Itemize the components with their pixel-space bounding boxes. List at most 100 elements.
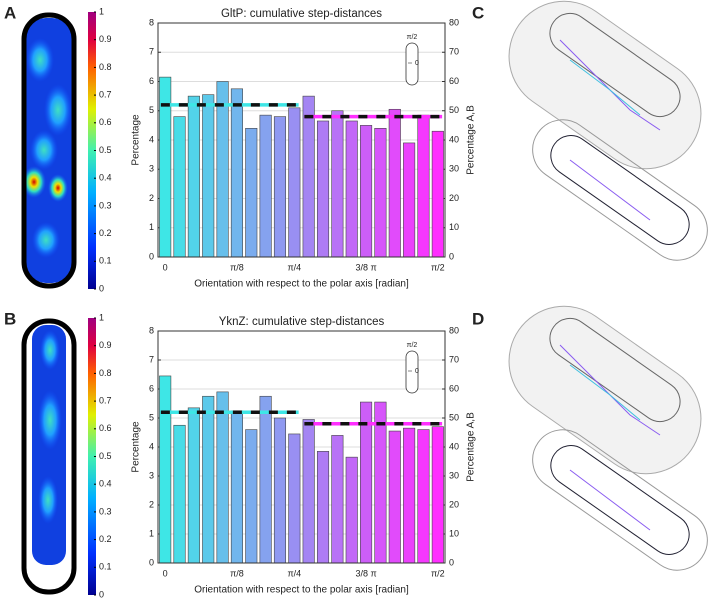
colorbar-tick-label: 0.2 — [99, 534, 112, 544]
bar — [345, 120, 358, 258]
inset-glyph — [405, 350, 419, 394]
y2-tick-label: 60 — [449, 76, 459, 86]
bar — [245, 429, 258, 564]
y2-tick-label: 80 — [449, 17, 459, 27]
panel-label: A — [4, 3, 16, 22]
y-tick-label: 6 — [149, 383, 154, 393]
bar — [388, 108, 401, 258]
y2-tick-label: 10 — [449, 222, 459, 232]
y-tick-label: 5 — [149, 412, 154, 422]
colorbar-tick-label: 0.3 — [99, 200, 112, 210]
colorbar-tick-label: 0.5 — [99, 451, 112, 461]
y2-tick-label: 10 — [449, 528, 459, 538]
y2-tick-label: 40 — [449, 134, 459, 144]
x-axis-label: Orientation with respect to the polar ax… — [194, 279, 409, 290]
y-tick-label: 3 — [149, 164, 154, 174]
plot-frame — [157, 330, 446, 564]
y-tick-label: 0 — [149, 251, 154, 261]
y-tick-label: 2 — [149, 193, 154, 203]
bar — [316, 120, 330, 258]
bar — [431, 130, 444, 258]
y2-tick-label: 60 — [449, 383, 459, 393]
x-tick-label: π/8 — [230, 568, 244, 578]
bar — [216, 391, 229, 564]
y2-tick-label: 0 — [449, 251, 454, 261]
y2-tick-label: 0 — [449, 557, 454, 567]
x-tick-label: 3/8 π — [355, 568, 376, 578]
colorbar-tick-label: 0.4 — [99, 479, 112, 489]
bar — [230, 88, 243, 258]
y2-tick-label: 20 — [449, 499, 459, 509]
x-axis-label: Orientation with respect to the polar ax… — [194, 585, 409, 596]
bar — [173, 116, 186, 258]
colorbar-tick-label: 0.6 — [99, 423, 112, 433]
inset-label: π/2 — [407, 342, 418, 349]
bar — [302, 419, 315, 564]
panel-label: B — [4, 309, 16, 328]
y-tick-label: 4 — [149, 441, 154, 451]
bar — [388, 430, 401, 564]
panel-label: D — [472, 309, 484, 328]
x-tick-label: π/4 — [287, 568, 301, 578]
y2-tick-label: 20 — [449, 193, 459, 203]
colorbar-tick-label: 0.4 — [99, 173, 112, 183]
y-tick-label: 5 — [149, 105, 154, 115]
y-tick-label: 1 — [149, 528, 154, 538]
bar — [374, 128, 387, 258]
x-tick-label: π/4 — [287, 262, 301, 272]
colorbar — [88, 318, 96, 595]
bar — [316, 451, 330, 564]
y2-tick-label: 70 — [449, 354, 459, 364]
colorbar-tick-label: 0.7 — [99, 89, 112, 99]
colorbar-tick-label: 0.3 — [99, 506, 112, 516]
y2-axis-label: Percentage A,B — [466, 412, 477, 482]
bar — [288, 433, 301, 564]
y2-tick-label: 50 — [449, 412, 459, 422]
heatmap — [21, 12, 77, 289]
colorbar-tick-label: 0.9 — [99, 34, 112, 44]
y-axis-label: Percentage — [131, 114, 142, 166]
bar — [302, 95, 315, 258]
inset-glyph — [405, 42, 419, 86]
bar — [216, 81, 229, 258]
colorbar-tick-label: 0.1 — [99, 256, 112, 266]
y-tick-label: 7 — [149, 47, 154, 57]
y2-tick-label: 30 — [449, 164, 459, 174]
heatmap — [21, 318, 77, 595]
bar — [173, 424, 186, 564]
plot-frame — [157, 22, 446, 258]
inset-label: 0 — [415, 368, 419, 375]
colorbar-tick-label: 1 — [99, 6, 104, 16]
colorbar-tick-label: 0 — [99, 283, 104, 293]
bar — [288, 107, 301, 258]
x-tick-label: 3/8 π — [355, 262, 376, 272]
x-tick-label: 0 — [163, 262, 168, 272]
bar — [331, 110, 344, 258]
y-tick-label: 7 — [149, 354, 154, 364]
bar — [202, 94, 215, 258]
bar — [230, 410, 243, 564]
colorbar-tick-label: 0.6 — [99, 117, 112, 127]
y2-tick-label: 40 — [449, 441, 459, 451]
bar — [273, 116, 287, 258]
bar — [345, 456, 358, 564]
bar — [202, 395, 215, 564]
colorbar-tick-label: 0.9 — [99, 340, 112, 350]
y-tick-label: 6 — [149, 76, 154, 86]
colorbar-tick-label: 0.2 — [99, 228, 112, 238]
y-tick-label: 8 — [149, 325, 154, 335]
y-tick-label: 1 — [149, 222, 154, 232]
bar — [187, 407, 200, 564]
y-axis-label: Percentage — [131, 421, 142, 473]
cell-3d — [508, 0, 708, 261]
y2-tick-label: 70 — [449, 47, 459, 57]
y2-tick-label: 50 — [449, 105, 459, 115]
y2-axis-label: Percentage A,B — [466, 105, 477, 175]
y-tick-label: 2 — [149, 499, 154, 509]
colorbar-tick-label: 1 — [99, 312, 104, 322]
bar — [259, 114, 272, 258]
inset-label: π/2 — [407, 34, 418, 41]
colorbar-tick-label: 0.8 — [99, 368, 112, 378]
cell-3d — [508, 305, 708, 571]
